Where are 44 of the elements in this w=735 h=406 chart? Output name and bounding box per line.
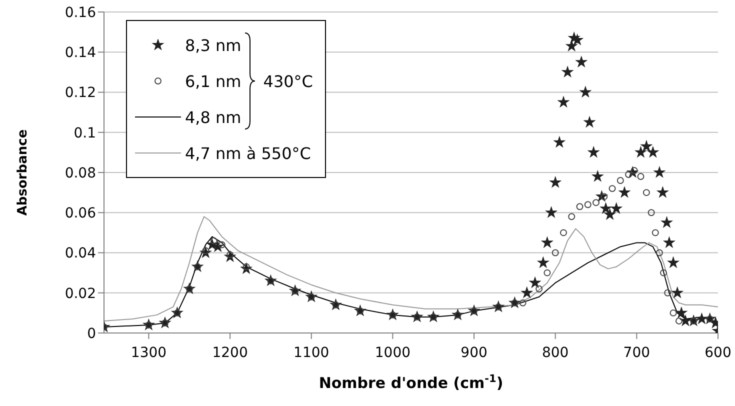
- x-tick-label: 1200: [212, 344, 248, 361]
- y-tick-label: 0.14: [64, 45, 96, 62]
- y-tick-label: 0: [87, 326, 96, 342]
- x-tick-label: 900: [460, 344, 488, 361]
- point: [652, 229, 659, 236]
- point: [608, 185, 616, 192]
- y-tick-label: 0.16: [64, 4, 96, 21]
- y-tick-label: 0.12: [64, 85, 96, 102]
- point: [560, 229, 567, 236]
- point: [616, 177, 624, 184]
- y-tick-label: 0.08: [64, 165, 96, 182]
- point: [664, 289, 672, 296]
- point: [656, 249, 663, 256]
- point: [536, 285, 543, 292]
- y-axis-title: Absorbance: [16, 129, 31, 216]
- x-axis-title: Nombre d'onde (cm$^{-1}$): [318, 373, 504, 392]
- point: [670, 309, 677, 316]
- point: [675, 317, 682, 324]
- x-tick-label: 1000: [374, 344, 411, 361]
- x-tick-label: 1100: [294, 344, 330, 361]
- point: [584, 201, 592, 208]
- point: [519, 299, 526, 306]
- point: [592, 199, 600, 206]
- annotation: 430°C: [263, 72, 313, 90]
- x-tick-label: 800: [542, 344, 569, 361]
- x-tick-label: 600: [704, 344, 732, 361]
- y-tick-label: 0.1: [74, 125, 96, 142]
- point: [642, 189, 650, 196]
- x-tick-label: 700: [623, 344, 650, 361]
- legend-label: 4,7 nm à 550°C: [185, 144, 311, 162]
- point: [576, 203, 584, 210]
- point: [637, 173, 644, 180]
- point: [648, 209, 655, 216]
- y-tick-label: 0.06: [64, 206, 96, 222]
- x-tick-label: 1300: [130, 344, 167, 361]
- y-tick-label: 0.04: [64, 246, 96, 262]
- legend-label: 6,1 nm: [185, 72, 242, 90]
- point: [552, 249, 559, 256]
- legend-label: 4,8 nm: [185, 108, 242, 126]
- y-tick-label: 0.02: [64, 286, 96, 302]
- point: [544, 269, 551, 276]
- point: [660, 269, 667, 276]
- point: [568, 213, 576, 220]
- legend-label: 8,3 nm: [185, 36, 242, 54]
